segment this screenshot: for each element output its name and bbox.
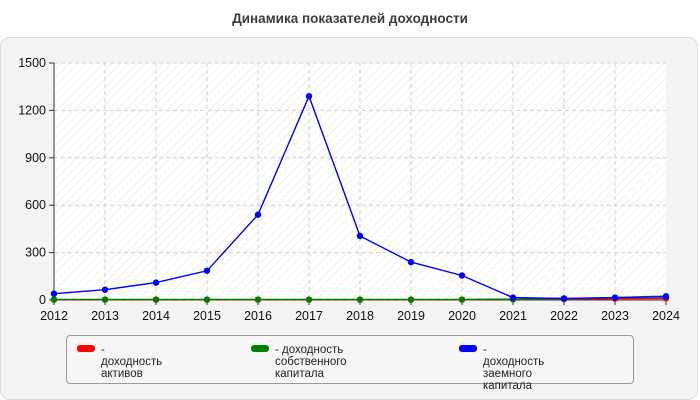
x-tick-label: 2020	[448, 309, 476, 323]
y-tick-label: 300	[25, 246, 46, 260]
data-point	[356, 232, 364, 240]
data-point	[407, 296, 415, 303]
data-point	[254, 296, 262, 303]
x-tick-label: 2024	[652, 309, 680, 323]
data-point	[305, 296, 313, 303]
data-point	[50, 290, 58, 297]
data-point	[611, 294, 619, 301]
chart-plot: 0 300 600 900 1200 1500 2012 2013 2014 2015 2016 20…	[18, 56, 680, 323]
x-tick-label: 2017	[295, 309, 323, 323]
x-tick-label: 2012	[40, 309, 68, 323]
data-point	[560, 295, 568, 302]
y-tick-label: 0	[39, 293, 46, 307]
x-tick-label: 2018	[346, 309, 374, 323]
legend-label-assets: - доходность активов	[101, 344, 163, 380]
x-tick-label: 2021	[499, 309, 527, 323]
data-point	[101, 286, 109, 293]
legend-label-equity: - доходность собственного капитала	[275, 344, 347, 380]
data-point	[458, 272, 466, 279]
legend: - доходность активов - доходность собств…	[66, 335, 634, 392]
x-tick-label: 2019	[397, 309, 425, 323]
x-tick-label: 2015	[193, 309, 221, 323]
data-point	[203, 296, 211, 303]
y-tick-label: 1200	[18, 103, 46, 117]
data-point	[203, 267, 211, 274]
data-point	[152, 296, 160, 303]
data-point	[458, 296, 466, 303]
x-tick-label: 2013	[91, 309, 119, 323]
x-tick-label: 2023	[601, 309, 629, 323]
data-point	[356, 296, 364, 303]
legend-swatch-assets	[77, 345, 95, 352]
legend-swatch-debt	[459, 345, 477, 352]
y-tick-label: 600	[25, 198, 46, 212]
series-2	[50, 92, 670, 302]
y-tick-label: 900	[25, 151, 46, 165]
data-point	[254, 211, 262, 218]
data-point	[305, 92, 313, 100]
data-point	[50, 296, 58, 303]
x-tick-label: 2016	[244, 309, 272, 323]
data-point	[101, 296, 109, 303]
chart-title: Динамика показателей доходности	[232, 11, 468, 26]
legend-label-debt: - доходность заемного капитала	[483, 344, 545, 392]
x-tick-label: 2022	[550, 309, 578, 323]
data-point	[407, 258, 415, 266]
data-point	[662, 293, 670, 301]
x-tick-label: 2014	[142, 309, 170, 323]
legend-swatch-equity	[251, 345, 269, 352]
y-tick-label: 1500	[18, 56, 46, 70]
data-point	[152, 279, 160, 286]
data-point	[509, 294, 517, 301]
